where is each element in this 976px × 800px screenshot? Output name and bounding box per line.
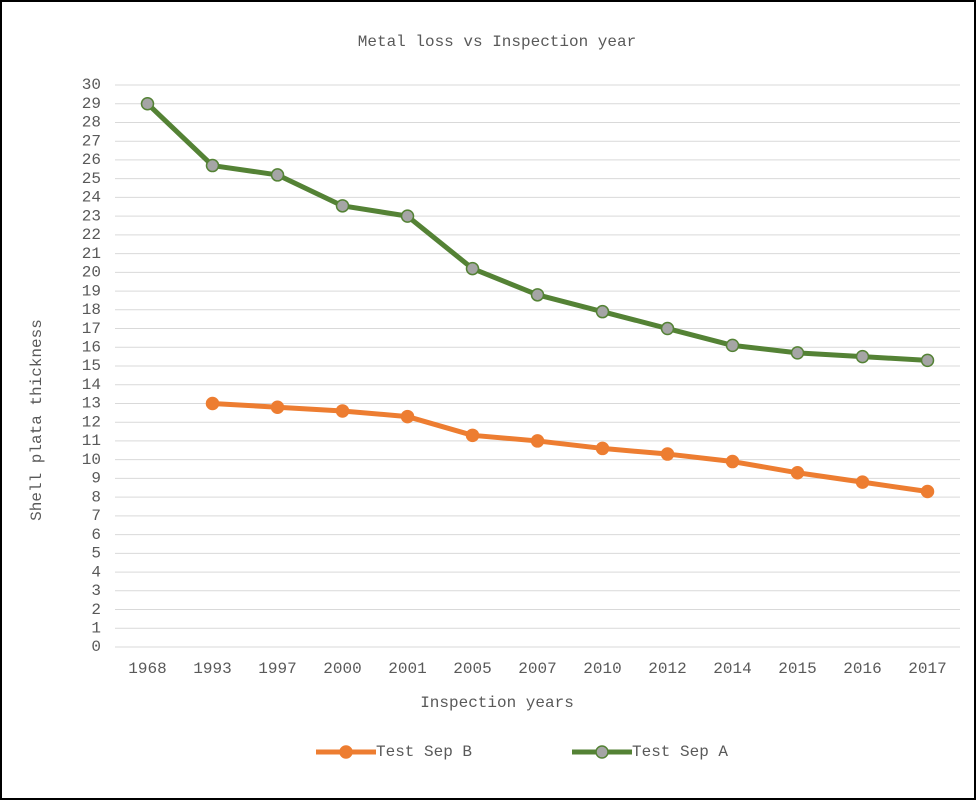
data-point <box>660 447 675 461</box>
series-line <box>212 400 928 494</box>
y-tick-label: 25 <box>82 170 101 188</box>
y-tick-label: 24 <box>82 189 101 207</box>
data-point <box>920 484 935 499</box>
x-tick-label: 1968 <box>128 660 166 678</box>
data-point <box>660 321 675 336</box>
y-tick-label: 14 <box>82 376 101 394</box>
y-tick-label: 12 <box>82 413 101 431</box>
y-tick-label: 15 <box>82 357 101 375</box>
x-axis-title: Inspection years <box>420 694 574 712</box>
y-tick-label: 20 <box>82 264 101 282</box>
data-point <box>855 349 870 364</box>
x-tick-label: 2005 <box>453 660 491 678</box>
y-tick-label: 23 <box>82 207 101 225</box>
data-point <box>530 434 545 448</box>
x-tick-label: 1997 <box>258 660 296 678</box>
data-point <box>205 158 220 173</box>
y-tick-label: 21 <box>82 245 101 263</box>
legend-marker <box>595 745 609 759</box>
y-axis-title: Shell plata thickness <box>28 319 46 521</box>
y-tick-label: 9 <box>91 470 101 488</box>
y-tick-label: 19 <box>82 282 101 300</box>
data-point <box>465 261 480 276</box>
y-tick-label: 22 <box>82 226 101 244</box>
x-tick-label: 2016 <box>843 660 881 678</box>
data-point <box>595 304 610 319</box>
x-tick-label: 1993 <box>193 660 231 678</box>
y-tick-label: 5 <box>91 545 101 563</box>
x-tick-label: 2010 <box>583 660 621 678</box>
data-point <box>400 209 415 223</box>
x-tick-label: 2007 <box>518 660 556 678</box>
legend-label: Test Sep B <box>376 743 472 761</box>
data-point <box>270 168 285 182</box>
x-tick-label: 2015 <box>778 660 816 678</box>
data-point <box>205 396 220 411</box>
data-point <box>855 475 870 489</box>
y-tick-label: 3 <box>91 582 101 600</box>
y-tick-label: 8 <box>91 488 101 506</box>
chart-title: Metal loss vs Inspection year <box>358 33 636 51</box>
y-tick-label: 18 <box>82 301 101 319</box>
data-point <box>530 288 545 302</box>
data-point <box>335 199 350 213</box>
y-tick-label: 1 <box>91 619 101 637</box>
data-point <box>465 428 480 443</box>
y-tick-label: 26 <box>82 151 101 169</box>
x-tick-label: 2001 <box>388 660 426 678</box>
y-tick-label: 0 <box>91 638 101 656</box>
y-tick-label: 30 <box>82 76 101 94</box>
data-point <box>725 454 740 469</box>
data-point <box>725 338 740 353</box>
data-point <box>140 96 155 111</box>
y-tick-label: 17 <box>82 320 101 338</box>
y-tick-label: 13 <box>82 395 101 413</box>
y-tick-label: 16 <box>82 338 101 356</box>
data-point <box>400 409 415 424</box>
legend-label: Test Sep A <box>632 743 728 761</box>
y-tick-label: 4 <box>91 563 101 581</box>
x-tick-label: 2000 <box>323 660 361 678</box>
y-tick-label: 6 <box>91 526 101 544</box>
y-tick-label: 7 <box>91 507 101 525</box>
x-tick-label: 2014 <box>713 660 751 678</box>
data-point <box>920 353 935 368</box>
y-tick-label: 2 <box>91 601 101 619</box>
data-point <box>790 346 805 360</box>
data-point <box>270 400 285 414</box>
y-tick-label: 29 <box>82 95 101 113</box>
data-point <box>790 466 805 480</box>
data-point <box>595 441 610 456</box>
legend-marker <box>339 745 353 759</box>
y-tick-label: 28 <box>82 114 101 132</box>
x-tick-label: 2017 <box>908 660 946 678</box>
y-tick-label: 27 <box>82 132 101 150</box>
y-tick-label: 11 <box>82 432 101 450</box>
x-tick-label: 2012 <box>648 660 686 678</box>
data-point <box>335 404 350 418</box>
y-tick-label: 10 <box>82 451 101 469</box>
